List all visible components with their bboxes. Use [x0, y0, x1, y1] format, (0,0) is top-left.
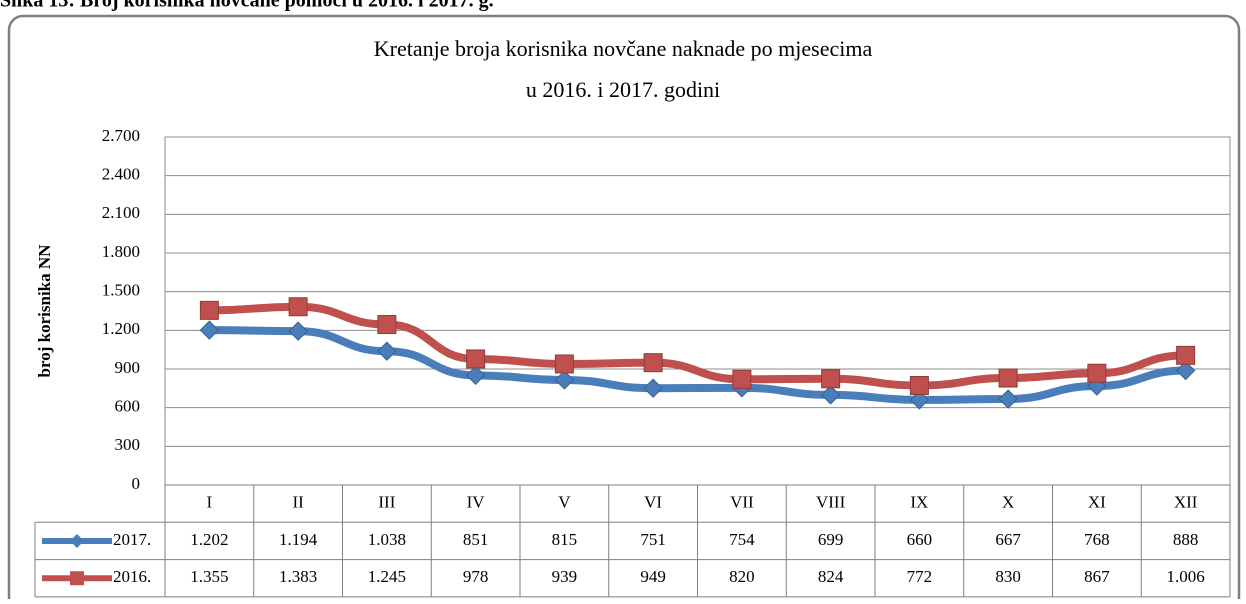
point-marker [821, 369, 841, 389]
x-tick-label: III [378, 493, 395, 512]
data-label: 824 [818, 567, 844, 586]
data-label: 1.355 [190, 567, 228, 586]
x-tick-label: XII [1174, 493, 1198, 512]
point-marker [909, 375, 929, 395]
series-line [205, 302, 1190, 390]
point-marker [643, 378, 663, 398]
point-marker [199, 300, 219, 320]
data-label: 888 [1173, 530, 1199, 549]
x-tick-label: XI [1088, 493, 1106, 512]
x-tick-label: VII [730, 493, 754, 512]
point-marker [998, 389, 1018, 409]
point-marker [465, 365, 486, 386]
data-label: 1.038 [368, 530, 406, 549]
data-label: 772 [907, 567, 933, 586]
legend-marker [70, 571, 84, 586]
caption: Slika 13: Broj korisnika novčane pomoći … [0, 0, 494, 12]
data-label: 949 [640, 567, 666, 586]
y-tick-label: 900 [115, 358, 141, 377]
point-marker [554, 370, 575, 390]
data-label: 1.006 [1167, 567, 1205, 586]
point-marker [1087, 363, 1107, 383]
y-tick-label: 300 [115, 435, 141, 454]
y-tick-label: 1.200 [102, 319, 140, 338]
data-label: 1.202 [190, 530, 228, 549]
x-tick-label: IV [467, 493, 486, 512]
data-label: 851 [463, 530, 489, 549]
y-axis-label: broj korisnika NN [35, 244, 54, 378]
data-label: 867 [1084, 567, 1110, 586]
data-label: 820 [729, 567, 755, 586]
data-label: 1.383 [279, 567, 317, 586]
data-label: 1.245 [368, 567, 406, 586]
data-label: 1.194 [279, 530, 318, 549]
x-tick-label: X [1002, 493, 1014, 512]
data-label: 768 [1084, 530, 1110, 549]
point-marker [377, 341, 397, 361]
point-marker [1175, 360, 1196, 381]
data-label: 830 [995, 567, 1021, 586]
y-tick-label: 2.400 [102, 165, 140, 184]
y-tick-label: 1.500 [102, 281, 140, 300]
data-label: 751 [640, 530, 666, 549]
chart-title: u 2016. i 2017. godini [526, 77, 720, 102]
x-tick-label: IX [910, 493, 928, 512]
point-marker [998, 368, 1018, 388]
x-tick-label: I [207, 493, 213, 512]
point-marker [466, 349, 486, 369]
data-label: 978 [463, 567, 489, 586]
legend-label: 2017. [113, 530, 151, 549]
x-tick-label: VIII [816, 493, 846, 512]
y-tick-label: 0 [132, 474, 141, 493]
y-tick-label: 2.100 [102, 203, 140, 222]
data-label: 754 [729, 530, 755, 549]
point-marker [554, 354, 574, 374]
x-tick-label: II [292, 493, 304, 512]
point-marker [288, 297, 308, 317]
data-label: 699 [818, 530, 844, 549]
data-label: 939 [552, 567, 578, 586]
series-line [205, 326, 1190, 404]
point-marker [643, 353, 663, 373]
x-tick-label: VI [644, 493, 662, 512]
point-marker [288, 321, 308, 341]
data-label: 667 [995, 530, 1021, 549]
y-tick-label: 600 [115, 397, 141, 416]
point-marker [199, 320, 220, 340]
legend-label: 2016. [113, 567, 151, 586]
point-marker [1176, 345, 1196, 365]
point-marker [909, 390, 930, 410]
data-label: 815 [552, 530, 578, 549]
data-label: 660 [907, 530, 933, 549]
y-tick-label: 1.800 [102, 242, 140, 261]
chart-frame [7, 14, 1241, 604]
chart-title: Kretanje broja korisnika novčane naknade… [374, 36, 873, 61]
point-marker [732, 369, 752, 389]
y-tick-label: 2.700 [102, 126, 140, 145]
point-marker [377, 315, 397, 335]
x-tick-label: V [558, 493, 571, 512]
legend-marker [70, 533, 84, 548]
point-marker [820, 385, 841, 405]
